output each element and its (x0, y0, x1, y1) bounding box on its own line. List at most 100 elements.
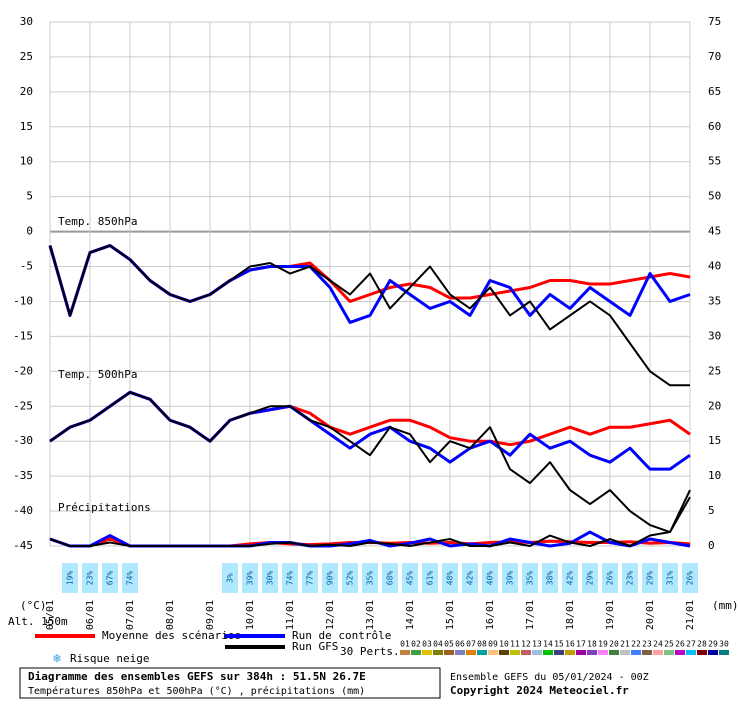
series-line (49, 244, 690, 387)
y-tick-label: -5 (20, 260, 33, 273)
snow-box (462, 563, 478, 593)
y-tick-label: 30 (20, 15, 33, 28)
perturbation-swatch (653, 650, 663, 655)
snow-icon: ❄ (52, 652, 61, 667)
copyright: Copyright 2024 Meteociel.fr (450, 684, 629, 697)
snow-label: 45% (406, 571, 415, 586)
snow-label: 26% (606, 571, 615, 586)
y2-tick-label: 10 (708, 469, 721, 482)
y-tick-label: 25 (20, 50, 33, 63)
perturbation-swatch (620, 650, 630, 655)
perturbation-swatch (554, 650, 564, 655)
x-tick-label: 09/01 (205, 600, 216, 630)
y2-tick-label: 40 (708, 260, 721, 273)
x-tick-label: 05/01 (45, 600, 56, 630)
snow-box (442, 563, 458, 593)
x-tick-label: 11/01 (285, 600, 296, 630)
y-tick-label: 0 (26, 225, 33, 238)
perturbation-swatch (697, 650, 707, 655)
perturbation-swatch (532, 650, 542, 655)
subtitle: Températures 850hPa et 500hPa (°C) , pré… (28, 685, 365, 697)
snow-box (682, 563, 698, 593)
snow-label: 40% (486, 571, 495, 586)
perturbation-label: 30 (719, 640, 729, 649)
snow-label: 74% (286, 571, 295, 586)
snow-label: 68% (386, 571, 395, 586)
series-line (49, 391, 691, 534)
y-tick-label: -40 (13, 504, 33, 517)
y2-tick-label: 15 (708, 434, 721, 447)
snow-label: 77% (306, 571, 315, 586)
t850-label: Temp. 850hPa (58, 215, 137, 228)
snow-box (362, 563, 378, 593)
title: Diagramme des ensembles GEFS sur 384h : … (28, 670, 366, 683)
snow-box (282, 563, 298, 593)
snow-label: 90% (326, 571, 335, 586)
x-tick-label: 12/01 (325, 600, 336, 630)
perturbation-label: 12 (521, 640, 531, 649)
perturbation-label: 25 (664, 640, 674, 649)
perturbation-swatch (587, 650, 597, 655)
perturbation-label: 14 (543, 640, 553, 649)
perturbation-swatch (631, 650, 641, 655)
snow-box (522, 563, 538, 593)
y-tick-label: 10 (20, 155, 33, 168)
perturbations-label: 30 Perts. (340, 645, 400, 658)
y-tick-label: -20 (13, 364, 33, 377)
perturbation-label: 07 (466, 640, 476, 649)
perturbation-swatch (444, 650, 454, 655)
snow-box (242, 563, 258, 593)
snow-label: 61% (426, 571, 435, 586)
y-tick-label: 20 (20, 85, 33, 98)
perturbation-label: 20 (609, 640, 619, 649)
perturbation-label: 08 (477, 640, 487, 649)
snow-box (122, 563, 138, 593)
snow-box (582, 563, 598, 593)
y2-tick-label: 30 (708, 329, 721, 342)
snow-box (382, 563, 398, 593)
snow-label: 30% (266, 571, 275, 586)
snow-box (82, 563, 98, 593)
x-tick-label: 18/01 (565, 600, 576, 630)
perturbation-swatch (521, 650, 531, 655)
x-tick-label: 13/01 (365, 600, 376, 630)
y-tick-label: -35 (13, 469, 33, 482)
snow-label: 3% (226, 573, 235, 583)
x-tick-label: 06/01 (85, 600, 96, 630)
perturbation-label: 28 (697, 640, 707, 649)
snow-box (262, 563, 278, 593)
snow-label: 23% (86, 571, 95, 586)
snow-label: 67% (106, 571, 115, 586)
x-tick-label: 07/01 (125, 600, 136, 630)
x-tick-label: 08/01 (165, 600, 176, 630)
snow-label: 74% (126, 571, 135, 586)
snow-label: 42% (466, 571, 475, 586)
perturbation-swatch (675, 650, 685, 655)
y-tick-label: -25 (13, 399, 33, 412)
snow-box (402, 563, 418, 593)
perturbation-label: 02 (411, 640, 421, 649)
perturbation-swatch (499, 650, 509, 655)
y-tick-label: -30 (13, 434, 33, 447)
perturbation-swatch (543, 650, 553, 655)
perturbation-swatch (488, 650, 498, 655)
y-tick-label: -15 (13, 329, 33, 342)
perturbation-label: 27 (686, 640, 696, 649)
perturbation-label: 01 (400, 640, 410, 649)
snow-label: 29% (586, 571, 595, 586)
y-tick-label: -10 (13, 294, 33, 307)
grid (49, 21, 691, 547)
x-tick-label: 21/01 (685, 600, 696, 630)
snow-box (542, 563, 558, 593)
y2-tick-label: 50 (708, 190, 721, 203)
snow-box (562, 563, 578, 593)
perturbation-label: 24 (653, 640, 663, 649)
y2-tick-label: 60 (708, 120, 721, 133)
snow-legend-label: Risque neige (70, 652, 149, 665)
y2-unit: (mm) (712, 599, 739, 612)
precip-label: Précipitations (58, 501, 151, 514)
snow-box (602, 563, 618, 593)
y2-tick-label: 65 (708, 85, 721, 98)
perturbation-label: 17 (576, 640, 586, 649)
perturbation-swatch (411, 650, 421, 655)
